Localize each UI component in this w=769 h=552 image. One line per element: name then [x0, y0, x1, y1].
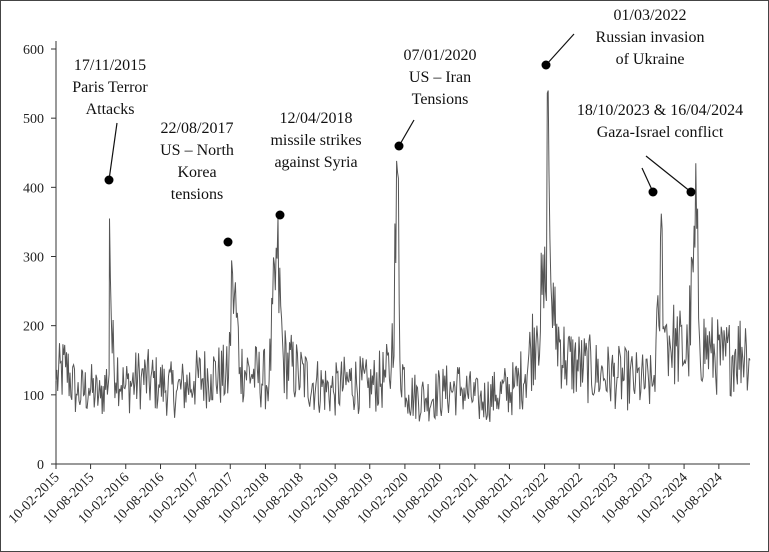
annotation-dot	[686, 187, 696, 197]
annotation-text: 12/04/2018	[280, 110, 353, 127]
annotation-text: Tensions	[412, 91, 469, 108]
leader-line	[398, 119, 415, 147]
leader-line	[545, 33, 575, 66]
annotation: 07/01/2020 US – Iran Tensions	[404, 47, 477, 108]
annotation-text: 22/08/2017	[161, 120, 234, 137]
series-line	[55, 90, 751, 422]
annotation: 18/10/2023 & 16/04/2024 Gaza-Israel confl…	[577, 102, 743, 141]
annotation-text: missile strikes	[270, 132, 361, 149]
annotation-dot	[223, 237, 233, 247]
annotation: 22/08/2017 US – North Korea tensions	[160, 120, 234, 203]
leader-line	[645, 155, 692, 193]
annotation-text: 07/01/2020	[404, 47, 477, 64]
annotation-text: tensions	[171, 186, 223, 203]
annotation: 17/11/2015 Paris Terror Attacks	[72, 57, 148, 118]
y-tick-label: 200	[23, 320, 44, 335]
annotation-dot	[648, 187, 658, 197]
annotation-text: 01/03/2022	[614, 7, 687, 24]
annotation-text: Attacks	[86, 101, 135, 118]
y-tick-label: 300	[23, 251, 44, 266]
leader-line	[108, 122, 118, 181]
annotation-text: against Syria	[274, 154, 357, 171]
y-tick-label: 400	[23, 181, 44, 196]
annotation-text: Russian invasion	[596, 29, 705, 46]
annotation-text: US – Iran	[409, 69, 471, 86]
annotation-text: Paris Terror	[72, 79, 148, 96]
annotation-text: US – North	[160, 142, 234, 159]
annotation: 01/03/2022 Russian invasion of Ukraine	[596, 7, 705, 68]
annotation-text: 17/11/2015	[74, 57, 146, 74]
y-tick-label: 500	[23, 112, 44, 127]
annotation-dot	[394, 141, 404, 151]
annotation-dot	[104, 175, 114, 185]
y-tick-label: 0	[37, 458, 44, 473]
annotation-text: Korea	[177, 164, 216, 181]
annotation-text: Gaza-Israel conflict	[597, 124, 724, 141]
annotation-dot	[541, 60, 551, 70]
y-tick-label: 600	[23, 43, 44, 58]
annotation: 12/04/2018 missile strikes against Syria	[270, 110, 361, 171]
y-tick-label: 100	[23, 389, 44, 404]
annotation-dot	[275, 210, 285, 220]
annotation-text: of Ukraine	[616, 51, 685, 68]
annotation-text: 18/10/2023 & 16/04/2024	[577, 102, 743, 119]
